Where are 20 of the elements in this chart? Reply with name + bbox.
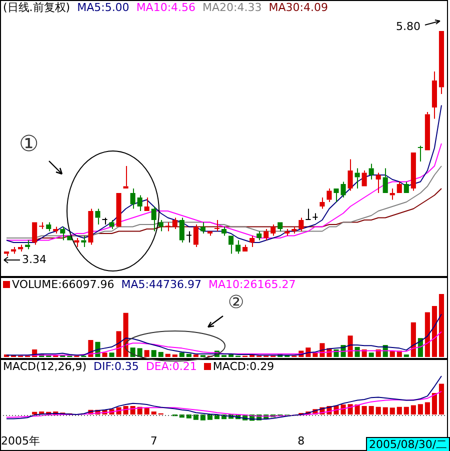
annotation: ① xyxy=(19,132,39,157)
annotation: 5.80 xyxy=(396,20,420,33)
text: DIF:0.35 xyxy=(94,360,139,373)
annotation: ② xyxy=(228,292,244,313)
text: MA5:44736.97 xyxy=(121,278,202,291)
text: 2005/08/30/二 xyxy=(366,437,450,451)
text: MA5:5.00 xyxy=(77,1,130,14)
text: MA20:4.33 xyxy=(202,1,262,14)
legend-label: MACD:0.29 xyxy=(212,360,274,373)
chart-title: (日线.前复权) xyxy=(3,1,70,14)
text: DEA:0.21 xyxy=(146,360,197,373)
text: MA30:4.09 xyxy=(268,1,328,14)
annotation: 3.34 xyxy=(22,253,46,266)
x-tick-label: 2005年 xyxy=(1,434,40,448)
legend-label: VOLUME:66097.96 xyxy=(12,278,114,291)
x-tick-label: 7 xyxy=(150,434,158,448)
text: MA10:4.56 xyxy=(136,1,196,14)
chart-title: MACD(12,26,9) xyxy=(3,360,87,373)
text: MA10:26165.27 xyxy=(208,278,296,291)
x-tick-label: 8 xyxy=(298,434,305,448)
